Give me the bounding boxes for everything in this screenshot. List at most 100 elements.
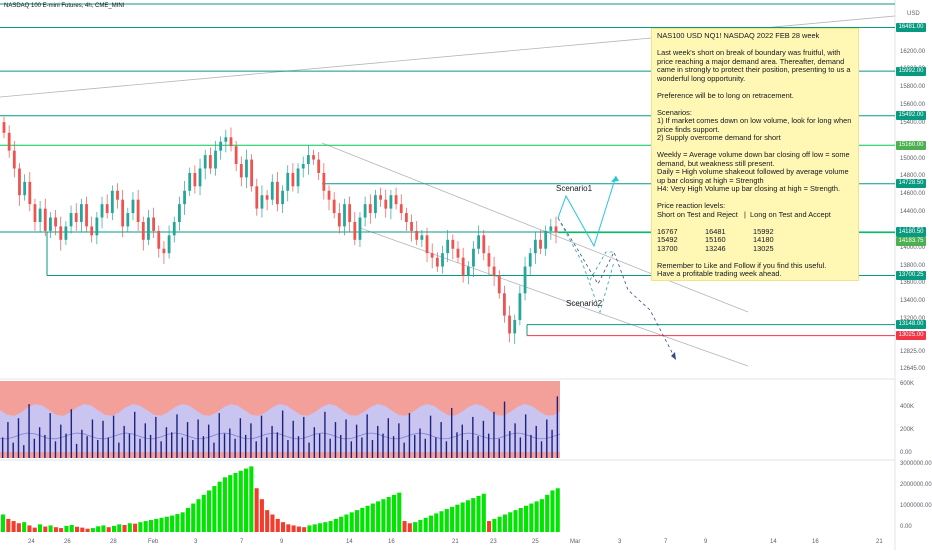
time-tick-label: 9 [280, 539, 284, 545]
osc-bar [450, 506, 455, 532]
note-scenario-1: 1) If market comes down on low volume, l… [657, 116, 854, 134]
osc-bar [37, 524, 43, 532]
osc-bar [502, 514, 507, 532]
candle-body [105, 204, 109, 214]
osc-bar [53, 527, 58, 532]
osc-bar [22, 522, 27, 532]
candle-body [157, 230, 161, 249]
osc-bar [460, 502, 465, 532]
candle-body [2, 122, 6, 133]
osc-bar [212, 486, 217, 532]
osc-bar [201, 494, 206, 532]
level-cell: 16481 [705, 226, 726, 236]
osc-bar [106, 527, 111, 532]
candle-body [312, 155, 315, 160]
osc-bar [323, 522, 328, 532]
price-tag: 13700.25 [896, 270, 926, 280]
candle-body [245, 159, 248, 178]
candle-body [198, 168, 202, 187]
time-tick-label: 16 [812, 539, 819, 545]
candle-body [518, 293, 522, 321]
candle-body [255, 186, 259, 209]
scenario1-path [557, 175, 617, 248]
osc-bar [249, 466, 254, 532]
osc-bar [539, 499, 544, 532]
candle-body [482, 235, 486, 254]
volume2-tick-label: 0.00 [900, 524, 912, 530]
candle-body [353, 221, 357, 240]
osc-bar [391, 494, 397, 532]
candle-body [208, 155, 212, 169]
candle-body [533, 239, 537, 254]
osc-bar [418, 519, 423, 532]
osc-bar [27, 525, 32, 532]
candle-body [136, 199, 140, 222]
osc-bar [444, 509, 449, 532]
candle-body [224, 137, 228, 142]
candle-body [441, 253, 444, 267]
price-tick-label: 13200.00 [900, 316, 926, 323]
candle-body [33, 204, 37, 222]
time-tick-label: 3 [618, 539, 622, 545]
osc-bar [196, 499, 201, 532]
osc-bar [1, 514, 6, 532]
osc-bar [281, 522, 286, 532]
candle-body [435, 257, 439, 267]
osc-bar [291, 525, 296, 532]
candle-body [7, 132, 11, 151]
candle-body [523, 266, 527, 294]
volume2-tick-label: 2000000.00 [900, 482, 932, 488]
osc-bar [80, 527, 85, 532]
candle-body [358, 217, 362, 240]
price-tick-label: 14800.00 [900, 173, 926, 180]
osc-bar [370, 503, 375, 532]
candle-body [291, 172, 295, 187]
price-tick-label: 14400.00 [900, 209, 926, 216]
osc-bar [90, 528, 95, 532]
osc-bar [339, 516, 344, 532]
osc-bar [365, 505, 370, 532]
osc-bar [307, 525, 312, 532]
scenario2-label[interactable]: Scenario2 [566, 299, 603, 308]
osc-bar [133, 523, 138, 532]
osc-bar [191, 503, 196, 532]
osc-bar [529, 503, 534, 532]
price-tag: 14183.75 [896, 236, 926, 246]
note-para2: Preference will be to long on retracemen… [657, 90, 794, 100]
osc-bar [407, 523, 412, 532]
volume-average-line [0, 432, 561, 440]
osc-bar [64, 525, 69, 532]
osc-bar [32, 527, 37, 532]
osc-bar [497, 516, 502, 532]
osc-bar [354, 510, 360, 532]
osc-bar [164, 516, 169, 532]
candle-body [147, 217, 150, 240]
time-tick-label: 7 [664, 539, 668, 545]
osc-bar [154, 518, 159, 532]
osc-bar [143, 521, 148, 532]
level-cell: 13700 [657, 243, 678, 253]
candle-body [539, 239, 542, 249]
osc-bar [217, 481, 222, 532]
candle-body [23, 181, 27, 196]
osc-bar [439, 511, 444, 532]
price-tick-label: 12645.00 [900, 365, 926, 372]
level-cell: 16767 [657, 226, 678, 236]
candle-body [420, 235, 424, 240]
note-levels-header: Price reaction levels: [657, 201, 726, 210]
scenario-dashed-path [557, 217, 615, 314]
candle-body [327, 190, 331, 200]
time-tick-label: 23 [490, 539, 497, 545]
candle-body [487, 253, 491, 267]
price-tag: 13025.00 [896, 331, 926, 341]
candle-body [492, 266, 496, 276]
volume-band [0, 404, 560, 452]
price-tag: 14728.50 [896, 179, 926, 189]
osc-bar [138, 522, 143, 532]
candle-body [116, 190, 119, 200]
scenario1-label[interactable]: Scenario1 [556, 184, 593, 193]
price-tick-label: 13400.00 [900, 298, 926, 305]
osc-bar [423, 517, 428, 532]
analysis-note[interactable]: NAS100 USD NQ1! NASDAQ 2022 FEB 28 week … [651, 28, 859, 281]
candle-body [131, 199, 135, 214]
